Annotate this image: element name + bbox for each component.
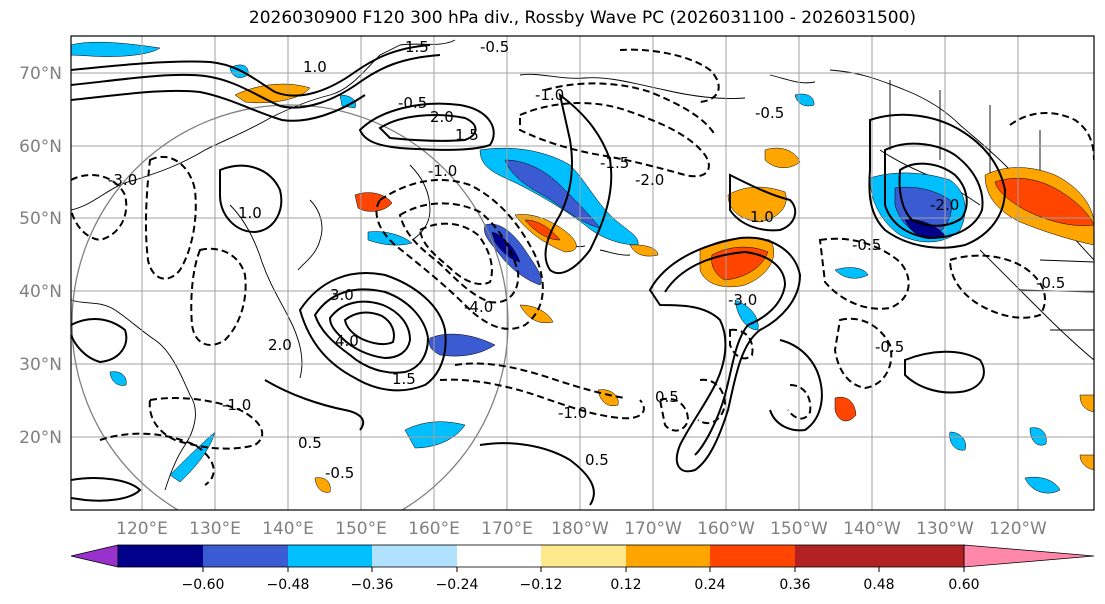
- contour-label: 0.5: [585, 451, 609, 469]
- colorbar-swatch: [372, 545, 457, 567]
- colorbar-tick-label: −0.60: [182, 577, 225, 593]
- map-title: 2026030900 F120 300 hPa div., Rossby Wav…: [248, 8, 917, 28]
- contour-label: -0.5: [398, 94, 427, 112]
- gridlines: [71, 36, 1094, 510]
- longitude-labels: 120°E 130°E 140°E 150°E 160°E 170°E 180°…: [116, 519, 1047, 539]
- colorbar: −0.60 −0.48 −0.36 −0.24 −0.12 0.12 0.24 …: [70, 544, 1095, 593]
- lat-label: 40°N: [19, 282, 62, 302]
- contour-label: -2.0: [635, 171, 664, 189]
- contour-label: -0.5: [480, 38, 509, 56]
- colorbar-extend-min: [70, 544, 119, 568]
- colorbar-tick-label: 0.12: [610, 577, 641, 593]
- contour-label: -0.5: [1036, 274, 1065, 292]
- map-background: [71, 36, 1094, 510]
- reference-circle: [71, 104, 509, 510]
- contour-label: 0.5: [655, 388, 679, 406]
- colorbar-swatch: [879, 545, 964, 567]
- contour-label: -0.5: [325, 464, 354, 482]
- colorbar-tick-label: 0.36: [779, 577, 810, 593]
- lat-label: 70°N: [19, 64, 62, 84]
- contour-label: -3.0: [728, 291, 757, 309]
- contour-label: -1.0: [558, 404, 587, 422]
- solid-contours: [71, 44, 1007, 506]
- colorbar-tick-label: −0.12: [520, 577, 563, 593]
- contour-label: -4.0: [464, 298, 493, 316]
- lon-label: 140°E: [262, 519, 314, 539]
- colorbar-swatch: [457, 545, 541, 567]
- contour-label: -2.0: [930, 196, 959, 214]
- lat-label: 30°N: [19, 355, 62, 375]
- lon-label: 170°E: [481, 519, 533, 539]
- colorbar-swatch: [626, 545, 710, 567]
- dashed-contours: [71, 48, 1094, 486]
- colorbar-extend-max: [963, 544, 1095, 568]
- contour-label: 1.5: [455, 126, 479, 144]
- lat-label: 60°N: [19, 137, 62, 157]
- contour-label: -1.0: [428, 162, 457, 180]
- contour-labels: 1.0 1.5 -0.5 2.0 -0.5 -1.0 1.5 -1.0 -1.5…: [108, 38, 1065, 482]
- contour-label: 1.0: [303, 58, 327, 76]
- contour-label: 1.0: [238, 204, 262, 222]
- colorbar-swatch: [710, 545, 795, 567]
- colorbar-swatch: [288, 545, 372, 567]
- contour-label: 2.0: [268, 336, 292, 354]
- lon-label: 120°W: [989, 519, 1047, 539]
- lon-label: 130°E: [189, 519, 241, 539]
- colorbar-swatch: [203, 545, 288, 567]
- colorbar-tick-label: 0.60: [948, 577, 979, 593]
- lon-label: 130°W: [916, 519, 974, 539]
- contour-label: -0.5: [755, 104, 784, 122]
- lon-label: 150°W: [770, 519, 828, 539]
- contour-label: -1.5: [600, 154, 629, 172]
- map-border: [70, 35, 1095, 511]
- lon-label: 160°W: [697, 519, 755, 539]
- contour-label: 4.0: [335, 332, 359, 350]
- contour-label: 1.5: [405, 38, 429, 56]
- contour-label: -1.0: [222, 396, 251, 414]
- colorbar-swatch: [118, 545, 203, 567]
- contour-label: -0.5: [852, 236, 881, 254]
- contour-label: 1.0: [750, 208, 774, 226]
- lon-label: 140°W: [843, 519, 901, 539]
- lon-label: 160°E: [408, 519, 460, 539]
- contour-label: 0.5: [298, 434, 322, 452]
- colorbar-swatch: [795, 545, 879, 567]
- lon-label: 180°W: [551, 519, 609, 539]
- colorbar-tick-label: −0.36: [351, 577, 394, 593]
- colorbar-tick-label: −0.48: [267, 577, 310, 593]
- colorbar-tick-label: 0.48: [863, 577, 894, 593]
- lat-label: 50°N: [19, 209, 62, 229]
- contour-label: 1.5: [392, 370, 416, 388]
- lon-label: 170°W: [624, 519, 682, 539]
- contour-label: 2.0: [430, 108, 454, 126]
- contour-label: 3.0: [330, 286, 354, 304]
- lat-label: 20°N: [19, 428, 62, 448]
- lon-label: 150°E: [335, 519, 387, 539]
- colorbar-tick-label: 0.24: [694, 577, 725, 593]
- contour-label: -0.5: [875, 338, 904, 356]
- latitude-labels: 70°N 60°N 50°N 40°N 30°N 20°N: [19, 64, 62, 448]
- contour-label: -1.0: [535, 86, 564, 104]
- lon-label: 120°E: [116, 519, 168, 539]
- contour-label: -3.0: [108, 171, 137, 189]
- colorbar-tick-label: −0.24: [436, 577, 479, 593]
- colorbar-swatch: [541, 545, 626, 567]
